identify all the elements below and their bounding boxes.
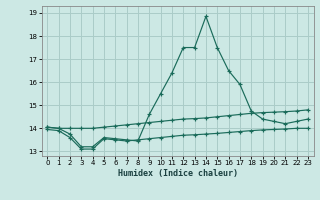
X-axis label: Humidex (Indice chaleur): Humidex (Indice chaleur) xyxy=(118,169,237,178)
